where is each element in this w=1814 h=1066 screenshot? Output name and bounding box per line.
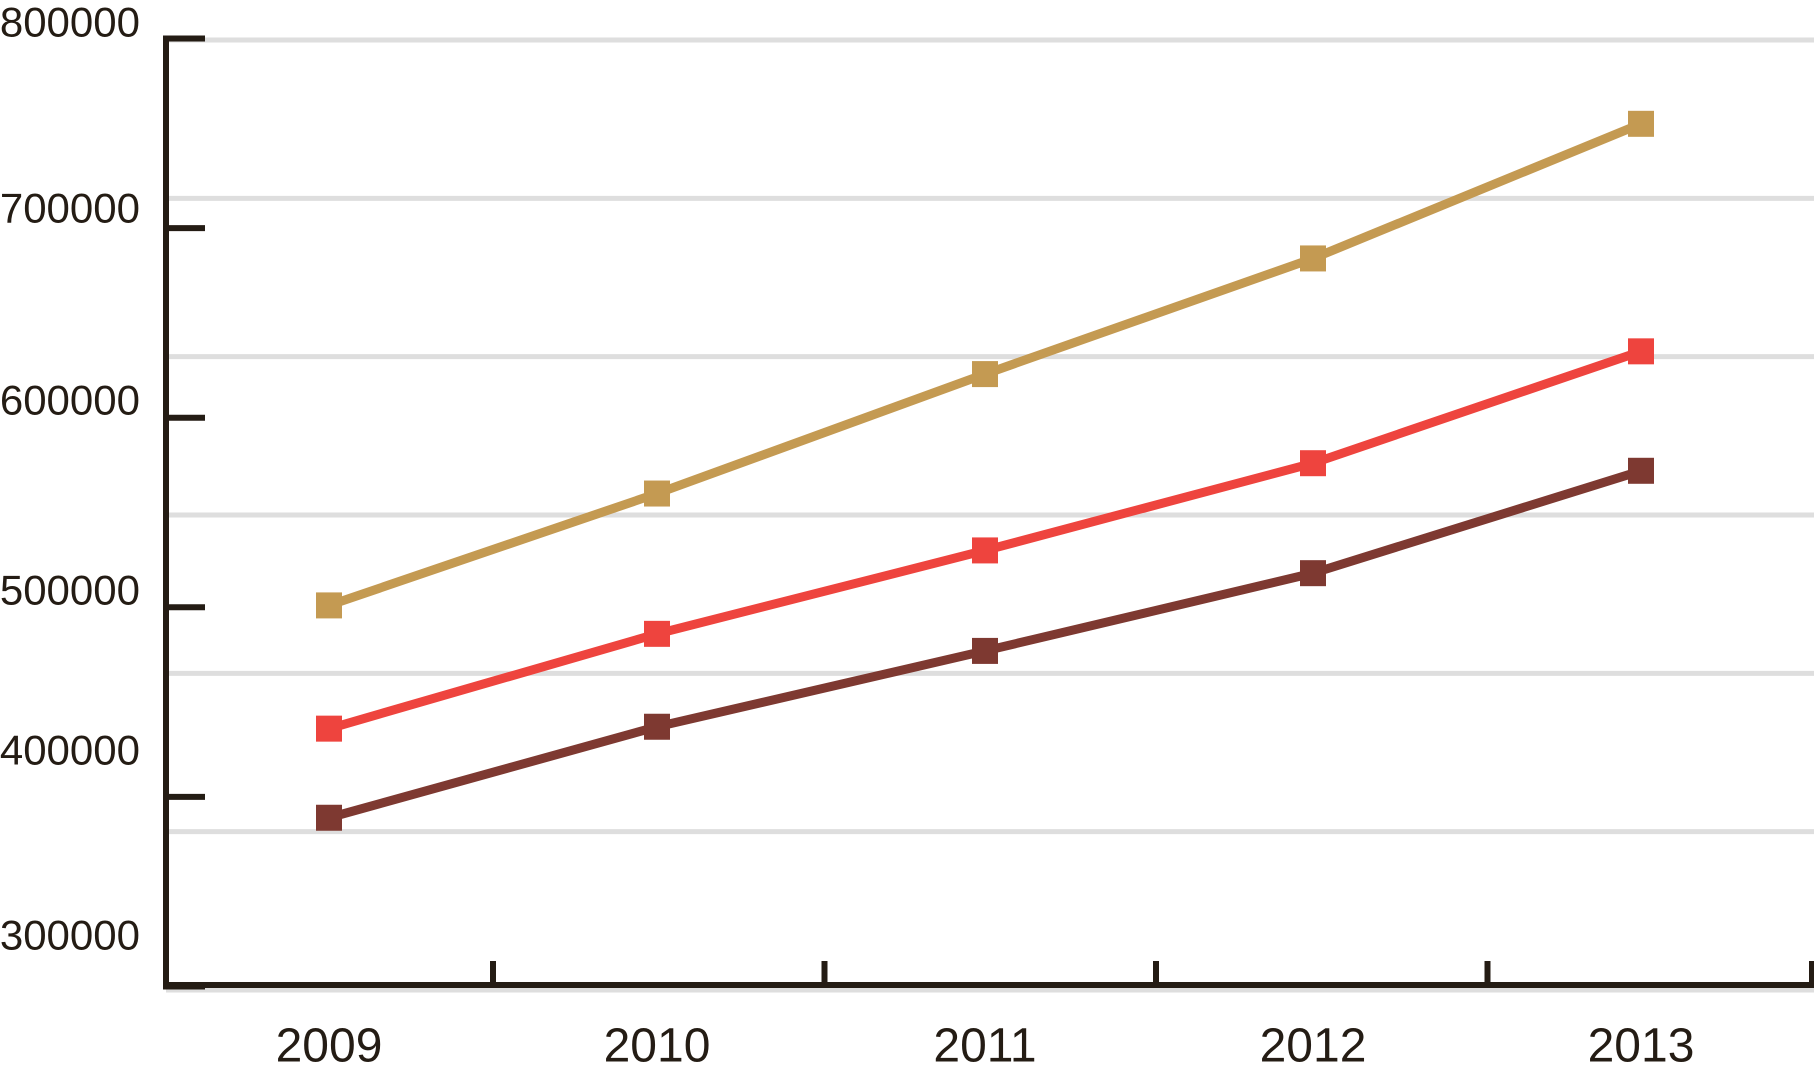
data-point-tan-gold-line-2013 — [1628, 110, 1654, 137]
data-point-bright-red-line-2012 — [1300, 450, 1326, 477]
data-point-tan-gold-line-2010 — [644, 480, 670, 507]
data-point-dark-brown-line-2013 — [1628, 457, 1654, 484]
data-point-tan-gold-line-2011 — [972, 361, 998, 388]
x-axis-labels: 2009 2010 2011 2012 2013 — [276, 1020, 1695, 1066]
data-point-dark-brown-line-2010 — [644, 713, 670, 740]
data-point-bright-red-line-2009 — [316, 715, 342, 742]
data-point-dark-brown-line-2012 — [1300, 560, 1326, 587]
y-axis-label: 500000 — [0, 567, 140, 614]
data-point-tan-gold-line-2009 — [316, 592, 342, 619]
data-point-bright-red-line-2013 — [1628, 338, 1654, 365]
y-axis-labels: 800000 700000 600000 500000 400000 300000 — [0, 0, 140, 959]
y-axis-label: 700000 — [0, 185, 140, 232]
y-ticks — [163, 35, 205, 990]
series-markers-dark-brown-line — [316, 457, 1654, 831]
gridlines — [166, 37, 1814, 993]
axes — [163, 36, 1814, 988]
data-point-bright-red-line-2010 — [644, 620, 670, 647]
x-axis-label: 2010 — [604, 1020, 711, 1066]
series-markers-tan-gold-line — [316, 110, 1654, 619]
data-point-dark-brown-line-2009 — [316, 804, 342, 831]
x-axis-label: 2013 — [1588, 1020, 1695, 1066]
y-axis-label: 400000 — [0, 727, 140, 774]
x-axis-label: 2009 — [276, 1020, 383, 1066]
x-axis-label: 2011 — [933, 1020, 1036, 1066]
y-axis-label: 600000 — [0, 377, 140, 424]
data-point-dark-brown-line-2011 — [972, 637, 998, 664]
series-markers-bright-red-line — [316, 338, 1654, 742]
y-axis-label: 300000 — [0, 912, 140, 959]
y-axis-label: 800000 — [0, 0, 140, 46]
data-point-bright-red-line-2011 — [972, 537, 998, 564]
x-ticks — [490, 961, 1814, 985]
data-point-tan-gold-line-2012 — [1300, 245, 1326, 272]
x-axis-label: 2012 — [1260, 1020, 1367, 1066]
